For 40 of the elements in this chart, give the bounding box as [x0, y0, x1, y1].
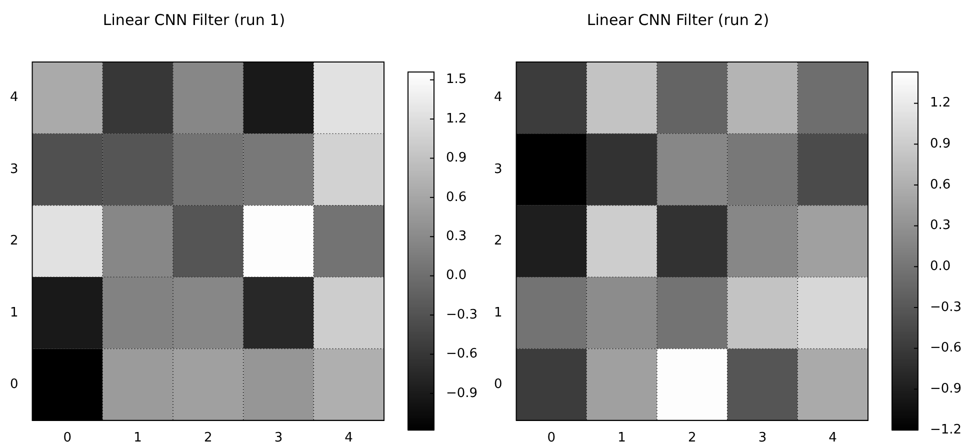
- x-tick-label: 2: [204, 430, 212, 446]
- x-tick-label: 1: [618, 430, 626, 446]
- x-tick-label: 0: [547, 430, 556, 446]
- color-bar-label: −0.3: [930, 300, 962, 315]
- color-bar-label: 1.2: [446, 111, 467, 126]
- chart-title: Linear CNN Filter (run 1): [102, 10, 286, 29]
- color-bar-label: −0.6: [446, 346, 478, 362]
- color-bar-label: 0.6: [446, 190, 467, 205]
- color-bar-label: −0.6: [930, 340, 962, 356]
- color-bar-label: 0.0: [446, 268, 467, 284]
- y-tick-label: 3: [494, 162, 502, 177]
- y-tick-label: 0: [494, 376, 502, 392]
- color-bar-label: 0.9: [446, 150, 467, 166]
- chart-title: Linear CNN Filter (run 2): [586, 10, 770, 29]
- x-tick-label: 2: [688, 430, 696, 446]
- y-tick-label: 3: [10, 162, 18, 177]
- x-tick-label: 3: [274, 430, 283, 446]
- y-tick-label: 0: [10, 376, 18, 392]
- color-bar-label: 0.3: [930, 218, 951, 234]
- y-tick-label: 1: [10, 305, 18, 320]
- y-tick-label: 1: [494, 305, 502, 320]
- x-tick-label: 3: [758, 430, 767, 446]
- color-bar-label: −0.9: [930, 382, 962, 397]
- x-tick-label: 4: [344, 430, 353, 446]
- color-bar-label: 1.2: [930, 96, 951, 111]
- color-bar-label: 0.6: [930, 177, 951, 192]
- x-tick-label: 1: [134, 430, 142, 446]
- color-bar-label: 0.3: [446, 229, 467, 244]
- color-bar-label: −0.9: [446, 386, 478, 401]
- y-tick-label: 4: [10, 90, 18, 106]
- y-tick-label: 2: [10, 234, 18, 249]
- color-bar-label: −0.3: [446, 307, 478, 322]
- y-tick-label: 2: [494, 234, 502, 249]
- color-bar-label: 1.5: [446, 72, 467, 88]
- color-bar-label: 0.9: [930, 136, 951, 152]
- color-bar-label: −1.2: [930, 422, 962, 438]
- color-bar-label: 0.0: [930, 259, 951, 274]
- x-tick-label: 0: [63, 430, 72, 446]
- y-tick-label: 4: [494, 90, 502, 106]
- x-tick-label: 4: [828, 430, 837, 446]
